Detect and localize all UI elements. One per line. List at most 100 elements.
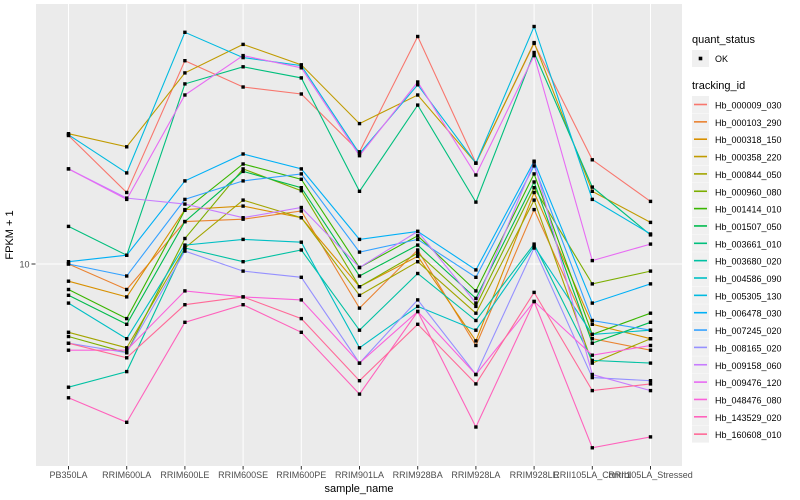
data-point — [183, 289, 187, 293]
data-point — [416, 80, 420, 84]
data-point — [357, 306, 362, 310]
data-point — [532, 290, 536, 295]
data-point — [474, 339, 478, 343]
data-point — [416, 83, 420, 87]
data-point — [648, 269, 653, 273]
legend-label-ok: OK — [715, 54, 728, 64]
data-point — [590, 341, 594, 345]
legend-item-Hb_008165_020: Hb_008165_020 — [692, 338, 782, 356]
legend-quant-status: quant_status OK — [692, 34, 755, 67]
data-point — [299, 189, 303, 193]
data-point — [66, 262, 71, 266]
data-point — [299, 330, 303, 334]
x-tick-label: RRIM600LE — [160, 470, 209, 480]
data-point — [125, 322, 129, 326]
data-point — [241, 85, 245, 89]
legend-item-label: Hb_009158_060 — [715, 361, 782, 371]
data-point — [590, 372, 594, 377]
x-tick-label: RRIM901LA — [335, 470, 384, 480]
data-point — [125, 190, 129, 195]
legend-item-Hb_143529_020: Hb_143529_020 — [692, 408, 782, 426]
data-point — [183, 202, 187, 206]
data-point — [474, 301, 478, 305]
data-point — [125, 351, 129, 355]
legend-item-Hb_000844_050: Hb_000844_050 — [692, 165, 782, 183]
data-point — [590, 318, 594, 323]
data-point — [648, 379, 653, 383]
data-point — [416, 237, 420, 242]
data-point — [474, 311, 478, 315]
legend-item-label: Hb_006478_030 — [715, 309, 782, 319]
data-point — [125, 274, 129, 278]
data-point — [648, 242, 653, 246]
legend-item-Hb_003661_010: Hb_003661_010 — [692, 234, 782, 252]
legend-item-label: Hb_048476_080 — [715, 395, 782, 405]
data-point — [357, 285, 362, 289]
data-point — [299, 298, 303, 302]
data-point — [416, 103, 420, 107]
legend-item-Hb_009476_120: Hb_009476_120 — [692, 373, 782, 391]
data-point — [532, 242, 536, 246]
data-point — [241, 303, 245, 307]
data-point — [66, 133, 71, 137]
data-point — [474, 372, 478, 377]
data-point — [357, 121, 362, 126]
data-point — [241, 53, 245, 58]
legend-item-Hb_000009_030: Hb_000009_030 — [692, 96, 782, 113]
data-point — [183, 320, 187, 324]
data-point — [532, 40, 536, 45]
data-point — [357, 265, 362, 270]
legend-item-Hb_000358_220: Hb_000358_220 — [692, 148, 782, 166]
data-point — [299, 248, 303, 252]
data-point — [299, 66, 303, 70]
data-point — [416, 254, 420, 258]
data-point — [474, 328, 478, 332]
legend-item-label: Hb_000318_150 — [715, 135, 782, 145]
data-point — [66, 396, 71, 400]
data-point — [532, 186, 536, 190]
data-point — [357, 154, 362, 158]
data-point — [416, 234, 420, 238]
data-point — [125, 197, 129, 202]
data-point — [125, 316, 129, 321]
data-point — [66, 224, 71, 229]
data-point — [241, 216, 245, 220]
data-point — [590, 337, 594, 341]
data-point — [357, 293, 362, 297]
data-point — [416, 251, 420, 255]
data-point — [241, 295, 245, 299]
data-point — [648, 388, 653, 393]
data-point — [590, 388, 594, 393]
legend-item-Hb_001414_010: Hb_001414_010 — [692, 200, 782, 218]
data-point — [299, 316, 303, 321]
legend-item-Hb_006478_030: Hb_006478_030 — [692, 304, 782, 322]
legend-item-Hb_009158_060: Hb_009158_060 — [692, 356, 782, 374]
data-point — [66, 348, 71, 352]
data-point — [357, 237, 362, 242]
data-point — [125, 348, 129, 352]
data-point — [648, 382, 653, 386]
data-point — [648, 348, 653, 352]
data-point — [416, 298, 420, 302]
data-point — [125, 171, 129, 175]
legend-item-Hb_003680_020: Hb_003680_020 — [692, 252, 782, 270]
legend-item-Hb_000103_290: Hb_000103_290 — [692, 113, 782, 131]
data-point — [474, 318, 478, 323]
data-point — [357, 151, 362, 156]
data-point — [532, 299, 536, 304]
data-point — [66, 341, 71, 345]
x-tick-label: RRIM928LE — [510, 470, 559, 480]
data-point — [125, 346, 129, 350]
legend-item-label: Hb_003661_010 — [715, 239, 782, 249]
data-point — [416, 93, 420, 97]
data-point — [183, 82, 187, 86]
data-point — [532, 244, 536, 248]
data-point — [648, 232, 653, 236]
data-point — [299, 167, 303, 171]
data-point — [66, 279, 71, 283]
data-point — [416, 304, 420, 309]
legend-item-label: Hb_001507_050 — [715, 222, 782, 232]
data-point — [532, 190, 536, 195]
